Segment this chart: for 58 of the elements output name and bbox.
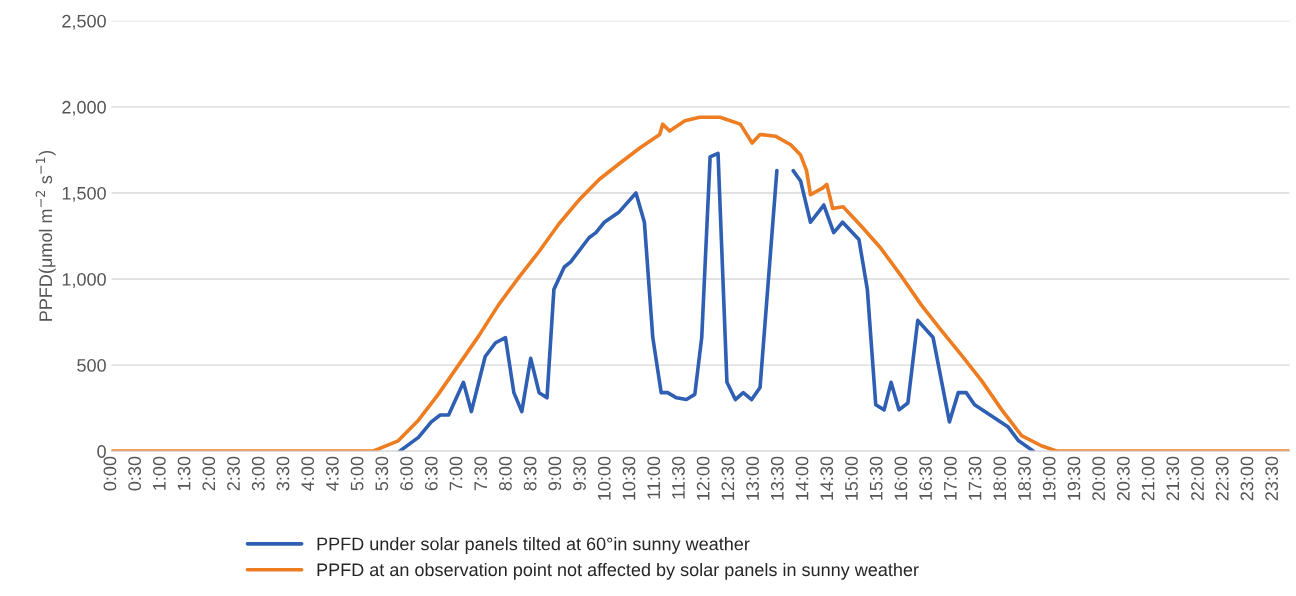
legend-label: PPFD under solar panels tilted at 60°in sunny weather (317, 537, 750, 554)
x-tick-label: 8:00 (499, 456, 512, 491)
x-tick-label: 9:30 (573, 456, 586, 491)
x-tick-label: 7:00 (449, 456, 463, 491)
x-tick-label: 23:00 (1240, 456, 1254, 501)
x-tick-label: 13:30 (770, 456, 784, 500)
x-tick-label: 3:00 (251, 456, 265, 491)
y-axis-title: PPFD(μmol m$^{−2}$ s$^{−1}$) (35, 150, 56, 321)
x-tick-label: 0:30 (128, 456, 142, 491)
x-tick-label: 21:00 (1141, 456, 1155, 501)
x-tick-label: 1:30 (177, 456, 191, 490)
x-tick-label: 19:00 (1042, 456, 1056, 500)
x-tick-label: 13:00 (746, 456, 759, 500)
x-tick-label: 17:00 (943, 456, 957, 500)
x-tick-label: 2:30 (227, 456, 240, 491)
x-tick-label: 19:30 (1067, 456, 1081, 500)
x-tick-label: 6:30 (424, 456, 438, 491)
x-tick-label: 14:00 (795, 456, 809, 500)
x-tick-label: 3:30 (276, 456, 290, 491)
x-tick-label: 6:00 (400, 456, 413, 491)
x-tick-label: 16:00 (894, 456, 908, 500)
x-tick-label: 21:30 (1166, 456, 1180, 501)
x-tick-label: 20:00 (1092, 456, 1106, 501)
x-tick-label: 10:30 (622, 456, 636, 500)
x-tick-label: 14:30 (820, 456, 834, 500)
y-tick-label: 2,000 (62, 100, 106, 116)
x-tick-label: 18:00 (993, 456, 1007, 500)
x-tick-label: 20:30 (1116, 456, 1130, 501)
x-tick-label: 17:30 (968, 456, 982, 500)
x-tick-label: 5:00 (350, 456, 364, 491)
x-tick-label: 10:00 (597, 456, 611, 500)
x-tick-label: 4:30 (325, 456, 339, 491)
x-tick-label: 7:30 (474, 456, 488, 491)
x-tick-label: 8:30 (523, 456, 537, 491)
y-tick-label: 1,500 (62, 186, 106, 202)
x-tick-label: 4:00 (301, 456, 315, 491)
x-tick-label: 11:30 (672, 456, 685, 499)
line-series (111, 115, 1290, 452)
legend-label: PPFD at an observation point not affected by solar panels in sunny weather (317, 562, 919, 580)
x-tick-label: 1:00 (152, 456, 166, 490)
x-tick-label: 15:30 (869, 456, 883, 500)
y-tick-label: 2,500 (62, 14, 106, 30)
y-tick-label: 500 (77, 359, 106, 372)
x-tick-label: 12:00 (696, 456, 710, 500)
y-tick-label: 1,000 (62, 272, 106, 288)
x-tick-label: 2:00 (202, 456, 216, 491)
x-tick-label: 22:30 (1215, 456, 1229, 501)
x-tick-label: 23:30 (1265, 456, 1279, 501)
x-tick-label: 0:00 (103, 456, 117, 491)
x-tick-label: 5:30 (375, 456, 389, 491)
y-tick-label: 0 (97, 445, 106, 458)
x-tick-label: 9:00 (548, 456, 562, 491)
x-tick-label: 16:30 (919, 456, 932, 500)
x-tick-label: 15:00 (845, 456, 858, 500)
x-tick-label: 18:30 (1018, 456, 1031, 500)
x-tick-label: 12:30 (721, 456, 735, 500)
x-tick-label: 11:00 (647, 456, 661, 499)
x-tick-label: 22:00 (1191, 456, 1204, 501)
